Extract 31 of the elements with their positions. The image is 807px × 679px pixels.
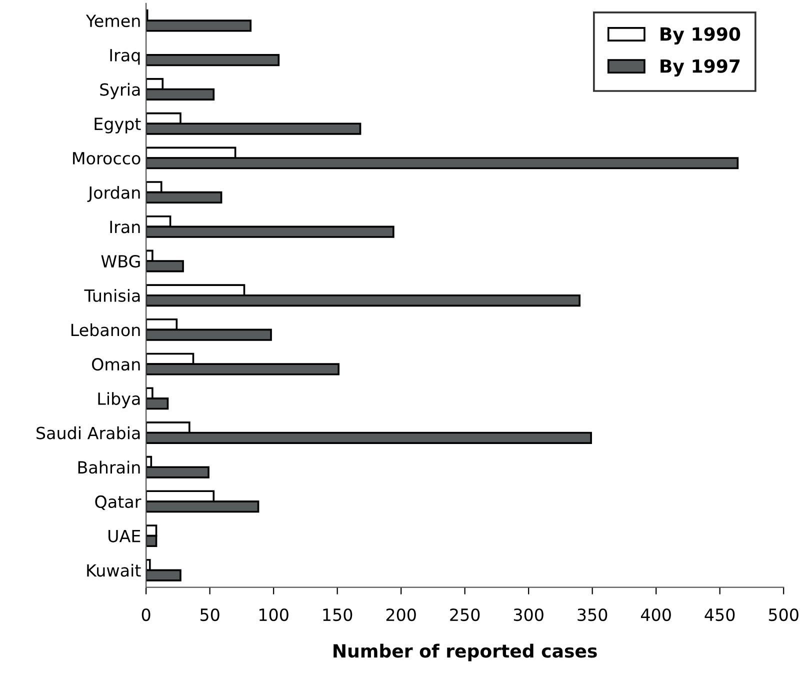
legend-label: By 1990	[660, 27, 740, 44]
y-tick-label: WBG	[101, 254, 140, 268]
x-tick-label: 250	[450, 608, 480, 622]
legend-label: By 1997	[660, 59, 740, 77]
y-tick-label: Syria	[100, 82, 140, 100]
y-tick-label: UAE	[108, 530, 140, 542]
x-tick-label: 400	[641, 608, 671, 622]
x-tick-label: 350	[578, 608, 608, 622]
y-tick-label: Bahrain	[78, 460, 140, 474]
x-tick-label: 200	[386, 608, 416, 622]
y-tick-label: Oman	[92, 358, 140, 371]
x-tick-label: 450	[704, 608, 735, 622]
y-tick-label: Yemen	[86, 14, 140, 28]
y-tick-label: Saudi Arabia	[36, 426, 140, 440]
y-tick-label: Morocco	[73, 152, 140, 165]
y-tick-label: Qatar	[95, 495, 142, 510]
x-tick-label: 0	[142, 608, 150, 622]
y-tick-label: Iraq	[110, 49, 140, 65]
y-tick-label: Kuwait	[87, 564, 141, 577]
y-tick-label: Libya	[98, 392, 140, 408]
y-tick-label: Lebanon	[71, 323, 140, 336]
x-tick-label: 500	[768, 608, 798, 622]
y-tick-label: Tunisia	[84, 289, 140, 302]
y-tick-label: Egypt	[94, 118, 141, 134]
x-axis-title: Number of reported cases	[334, 644, 597, 662]
y-tick-label: Iran	[110, 220, 140, 234]
x-tick-label: 150	[323, 608, 352, 622]
y-tick-label: Jordan	[87, 186, 140, 202]
x-tick-label: 100	[259, 608, 288, 622]
x-tick-label: 300	[514, 608, 544, 622]
x-tick-label: 50	[200, 608, 220, 622]
